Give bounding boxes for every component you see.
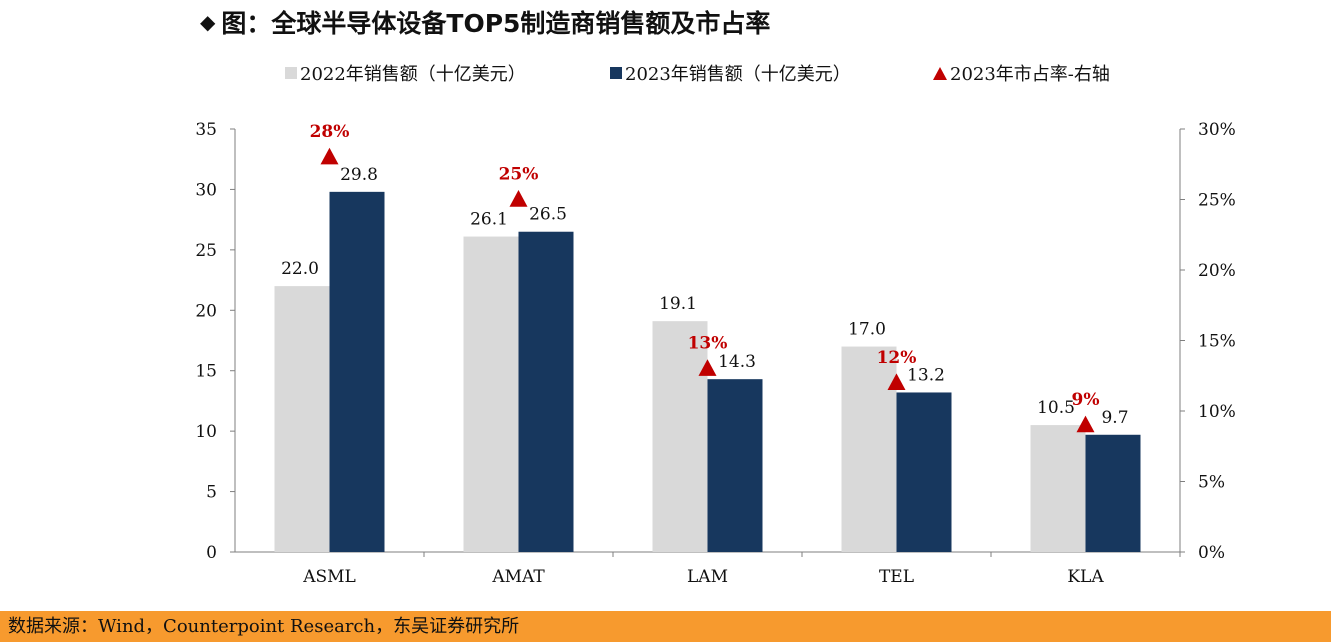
share-label: 9% xyxy=(1072,390,1100,410)
bar-2023 xyxy=(329,191,385,553)
y-left-tick-label: 20 xyxy=(195,301,217,321)
y-left-tick-label: 0 xyxy=(206,543,217,563)
bar-2022 xyxy=(274,286,330,552)
x-tick-label: KLA xyxy=(1067,567,1104,587)
data-label-2022: 22.0 xyxy=(281,259,319,279)
y-left-tick-label: 25 xyxy=(195,241,217,261)
data-label-2022: 19.1 xyxy=(659,294,697,314)
share-marker xyxy=(320,147,339,165)
bar-2022 xyxy=(463,236,519,552)
bar-2022 xyxy=(1030,425,1086,552)
bar-2022 xyxy=(652,321,708,552)
diamond-icon: ◆ xyxy=(200,10,216,34)
chart-plot: 0 5 10 15 20 25 30 35 0% 5% 10% 15% 20% 25% 30% ASML 22.… xyxy=(195,120,1236,587)
share-label: 13% xyxy=(688,334,728,354)
source-footer: 数据来源：Wind，Counterpoint Research，东吴证券研究所 xyxy=(0,611,1331,642)
y-right-tick-label: 20% xyxy=(1198,261,1236,281)
y-right-tick-label: 30% xyxy=(1198,120,1236,140)
triangle-icon xyxy=(933,66,947,80)
legend-item-share: 2023年市占率-右轴 xyxy=(933,60,1110,86)
chart-title: ◆ 图：全球半导体设备TOP5制造商销售额及市占率 xyxy=(200,4,770,40)
y-right-tick-label: 15% xyxy=(1198,332,1236,352)
x-tick-label: TEL xyxy=(879,567,914,587)
bar-2023 xyxy=(1085,434,1141,552)
share-label: 12% xyxy=(877,348,917,368)
x-tick-label: AMAT xyxy=(491,567,545,587)
x-tick-label: LAM xyxy=(687,567,728,587)
y-left-tick-label: 35 xyxy=(195,120,217,140)
legend-item-2023: 2023年销售额（十亿美元） xyxy=(610,60,851,86)
y-right-tick-label: 5% xyxy=(1198,473,1225,493)
data-label-2022: 26.1 xyxy=(470,210,508,230)
legend-label-share: 2023年市占率-右轴 xyxy=(950,64,1110,85)
bar-2022 xyxy=(841,346,897,552)
share-label: 28% xyxy=(310,122,350,142)
bar-2023 xyxy=(896,392,952,552)
y-right-tick-label: 0% xyxy=(1198,543,1225,563)
data-label-2023: 26.5 xyxy=(529,205,567,225)
y-left-tick-label: 15 xyxy=(195,362,217,382)
share-marker xyxy=(698,359,717,376)
y-left-tick-label: 5 xyxy=(206,483,217,503)
share-marker xyxy=(1076,415,1095,433)
data-label-2023: 9.7 xyxy=(1101,408,1128,428)
y-right-tick-label: 10% xyxy=(1198,402,1236,422)
data-label-2022: 17.0 xyxy=(848,320,886,340)
legend-item-2022: 2022年销售额（十亿美元） xyxy=(285,60,526,86)
data-label-2023: 14.3 xyxy=(718,352,756,372)
x-tick-label: ASML xyxy=(302,567,356,587)
y-left-tick-label: 10 xyxy=(195,422,217,442)
share-marker xyxy=(509,190,528,207)
source-text: 数据来源：Wind，Counterpoint Research，东吴证券研究所 xyxy=(8,616,520,637)
legend-label-2023: 2023年销售额（十亿美元） xyxy=(625,64,851,85)
bar-2023 xyxy=(707,379,763,552)
data-label-2023: 13.2 xyxy=(907,365,945,385)
share-marker xyxy=(887,373,906,390)
y-left-tick-label: 30 xyxy=(195,180,217,200)
legend-swatch-2022 xyxy=(285,67,297,79)
share-label: 25% xyxy=(499,165,539,185)
legend-label-2022: 2022年销售额（十亿美元） xyxy=(300,64,526,85)
data-label-2022: 10.5 xyxy=(1037,398,1075,418)
legend-swatch-2023 xyxy=(610,67,622,79)
y-right-tick-label: 25% xyxy=(1198,191,1236,211)
data-label-2023: 29.8 xyxy=(340,165,378,185)
chart-title-text: 图：全球半导体设备TOP5制造商销售额及市占率 xyxy=(221,9,771,38)
bar-2023 xyxy=(518,231,574,552)
